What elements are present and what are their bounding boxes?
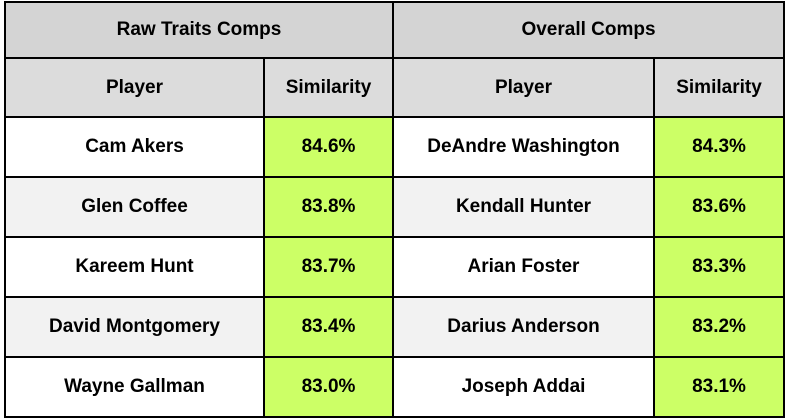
raw-similarity-cell: 83.0% <box>263 356 394 418</box>
raw-similarity-cell: 84.6% <box>263 116 394 178</box>
group-header-row: Raw Traits Comps Overall Comps <box>4 1 785 59</box>
table-row: Glen Coffee 83.8% Kendall Hunter 83.6% <box>4 176 785 238</box>
overall-player-cell: Kendall Hunter <box>392 176 655 238</box>
overall-player-cell: Darius Anderson <box>392 296 655 358</box>
column-header-row: Player Similarity Player Similarity <box>4 57 785 118</box>
raw-similarity-cell: 83.4% <box>263 296 394 358</box>
raw-traits-comps-header: Raw Traits Comps <box>4 1 394 59</box>
raw-player-cell: David Montgomery <box>4 296 265 358</box>
comps-table-container: Raw Traits Comps Overall Comps Player Si… <box>4 1 785 418</box>
raw-player-cell: Glen Coffee <box>4 176 265 238</box>
table-row: Cam Akers 84.6% DeAndre Washington 84.3% <box>4 116 785 178</box>
raw-player-cell: Kareem Hunt <box>4 236 265 298</box>
overall-player-cell: Joseph Addai <box>392 356 655 418</box>
overall-similarity-cell: 84.3% <box>652 116 785 178</box>
table-row: Wayne Gallman 83.0% Joseph Addai 83.1% <box>4 356 785 418</box>
overall-player-column-header: Player <box>392 57 655 118</box>
table-row: Kareem Hunt 83.7% Arian Foster 83.3% <box>4 236 785 298</box>
overall-similarity-cell: 83.6% <box>652 176 785 238</box>
comps-table: Raw Traits Comps Overall Comps Player Si… <box>4 1 785 418</box>
raw-similarity-cell: 83.8% <box>263 176 394 238</box>
raw-similarity-cell: 83.7% <box>263 236 394 298</box>
raw-player-cell: Wayne Gallman <box>4 356 265 418</box>
overall-similarity-cell: 83.2% <box>652 296 785 358</box>
overall-similarity-cell: 83.3% <box>652 236 785 298</box>
overall-similarity-column-header: Similarity <box>652 57 785 118</box>
raw-player-cell: Cam Akers <box>4 116 265 178</box>
overall-similarity-cell: 83.1% <box>652 356 785 418</box>
overall-comps-header: Overall Comps <box>391 1 785 59</box>
overall-player-cell: DeAndre Washington <box>392 116 655 178</box>
raw-player-column-header: Player <box>4 57 265 118</box>
overall-player-cell: Arian Foster <box>392 236 655 298</box>
table-row: David Montgomery 83.4% Darius Anderson 8… <box>4 296 785 358</box>
raw-similarity-column-header: Similarity <box>263 57 394 118</box>
